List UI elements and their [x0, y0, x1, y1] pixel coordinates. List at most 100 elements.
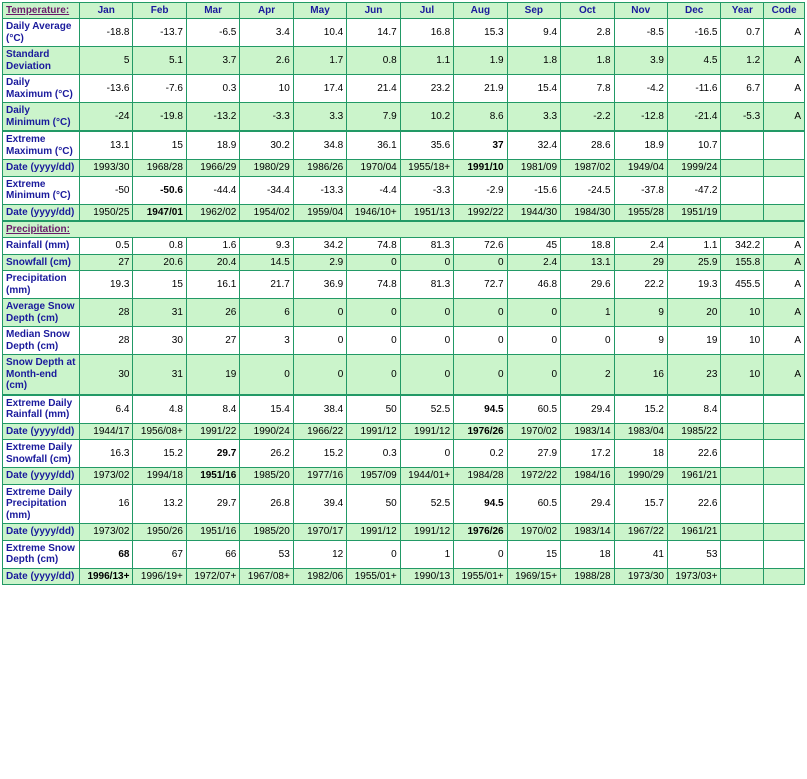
data-cell: 15.2: [133, 440, 186, 468]
data-cell: [721, 568, 764, 585]
data-cell: 20.6: [133, 254, 186, 271]
data-cell: 0.5: [79, 238, 132, 255]
data-cell: 25.9: [667, 254, 720, 271]
data-cell: 36.9: [293, 271, 346, 299]
data-cell: 67: [133, 540, 186, 568]
col-sep: Sep: [507, 3, 560, 19]
data-cell: 81.3: [400, 271, 453, 299]
data-cell: [721, 524, 764, 541]
data-cell: 1950/26: [133, 524, 186, 541]
data-cell: 15.3: [454, 19, 507, 47]
data-cell: 1973/03+: [667, 568, 720, 585]
data-cell: [764, 131, 805, 160]
data-cell: 19.3: [667, 271, 720, 299]
data-cell: 0: [454, 254, 507, 271]
data-cell: [764, 160, 805, 177]
data-cell: -44.4: [186, 176, 239, 204]
data-cell: 1944/01+: [400, 468, 453, 485]
data-cell: 0: [507, 299, 560, 327]
data-cell: 15: [507, 540, 560, 568]
data-cell: 18.9: [614, 131, 667, 160]
data-cell: 53: [667, 540, 720, 568]
data-cell: 455.5: [721, 271, 764, 299]
data-cell: 21.4: [347, 75, 400, 103]
data-cell: 29.6: [561, 271, 614, 299]
data-cell: [721, 176, 764, 204]
data-cell: 31: [133, 299, 186, 327]
data-cell: 15: [133, 131, 186, 160]
data-cell: 0.3: [186, 75, 239, 103]
data-cell: 1951/13: [400, 204, 453, 221]
data-cell: 13.1: [79, 131, 132, 160]
row-label: Extreme Minimum (°C): [3, 176, 80, 204]
row-label: Date (yyyy/dd): [3, 423, 80, 440]
section-precipitation-row: Precipitation:: [3, 221, 805, 238]
row-label: Snowfall (cm): [3, 254, 80, 271]
data-cell: 1.8: [561, 47, 614, 75]
data-cell: -21.4: [667, 103, 720, 132]
data-cell: [764, 204, 805, 221]
data-cell: 1961/21: [667, 524, 720, 541]
row-label: Date (yyyy/dd): [3, 468, 80, 485]
data-cell: 37: [454, 131, 507, 160]
data-cell: 22.6: [667, 440, 720, 468]
data-cell: 1999/24: [667, 160, 720, 177]
row-label: Date (yyyy/dd): [3, 568, 80, 585]
data-cell: 1991/22: [186, 423, 239, 440]
data-cell: 1955/01+: [347, 568, 400, 585]
data-cell: 18: [561, 540, 614, 568]
row-label: Date (yyyy/dd): [3, 524, 80, 541]
data-cell: 1969/15+: [507, 568, 560, 585]
data-cell: A: [764, 238, 805, 255]
data-cell: 28.6: [561, 131, 614, 160]
data-cell: 1970/02: [507, 524, 560, 541]
data-cell: [721, 540, 764, 568]
data-cell: 60.5: [507, 484, 560, 524]
data-cell: 0: [454, 540, 507, 568]
data-cell: 21.9: [454, 75, 507, 103]
data-cell: 6.7: [721, 75, 764, 103]
data-cell: -24.5: [561, 176, 614, 204]
data-cell: 3.3: [507, 103, 560, 132]
data-cell: A: [764, 327, 805, 355]
data-cell: 34.2: [293, 238, 346, 255]
data-cell: 28: [79, 299, 132, 327]
data-cell: 16: [614, 355, 667, 395]
data-cell: [721, 468, 764, 485]
table-row: Average Snow Depth (cm)28312660000019201…: [3, 299, 805, 327]
data-cell: 0: [454, 355, 507, 395]
data-cell: 2.4: [507, 254, 560, 271]
table-row: Extreme Daily Rainfall (mm)6.44.88.415.4…: [3, 395, 805, 424]
data-cell: 1951/16: [186, 524, 239, 541]
data-cell: 53: [240, 540, 293, 568]
col-code: Code: [764, 3, 805, 19]
table-row: Date (yyyy/dd)1993/301968/281966/291980/…: [3, 160, 805, 177]
data-cell: 1983/14: [561, 524, 614, 541]
data-cell: 1994/18: [133, 468, 186, 485]
data-cell: -2.9: [454, 176, 507, 204]
table-row: Date (yyyy/dd)1950/251947/011962/021954/…: [3, 204, 805, 221]
row-label: Precipitation (mm): [3, 271, 80, 299]
data-cell: -16.5: [667, 19, 720, 47]
row-label: Extreme Daily Snowfall (cm): [3, 440, 80, 468]
data-cell: 52.5: [400, 484, 453, 524]
data-cell: -3.3: [400, 176, 453, 204]
table-row: Rainfall (mm)0.50.81.69.334.274.881.372.…: [3, 238, 805, 255]
data-cell: 3.4: [240, 19, 293, 47]
data-cell: -8.5: [614, 19, 667, 47]
data-cell: 0: [400, 355, 453, 395]
data-cell: 1966/22: [293, 423, 346, 440]
data-cell: 41: [614, 540, 667, 568]
col-feb: Feb: [133, 3, 186, 19]
data-cell: 29.4: [561, 484, 614, 524]
data-cell: 1984/28: [454, 468, 507, 485]
data-cell: 23.2: [400, 75, 453, 103]
data-cell: -13.2: [186, 103, 239, 132]
data-cell: 26.8: [240, 484, 293, 524]
data-cell: 1987/02: [561, 160, 614, 177]
data-cell: 15.2: [293, 440, 346, 468]
data-cell: 1944/30: [507, 204, 560, 221]
row-label: Average Snow Depth (cm): [3, 299, 80, 327]
data-cell: 3.7: [186, 47, 239, 75]
col-dec: Dec: [667, 3, 720, 19]
